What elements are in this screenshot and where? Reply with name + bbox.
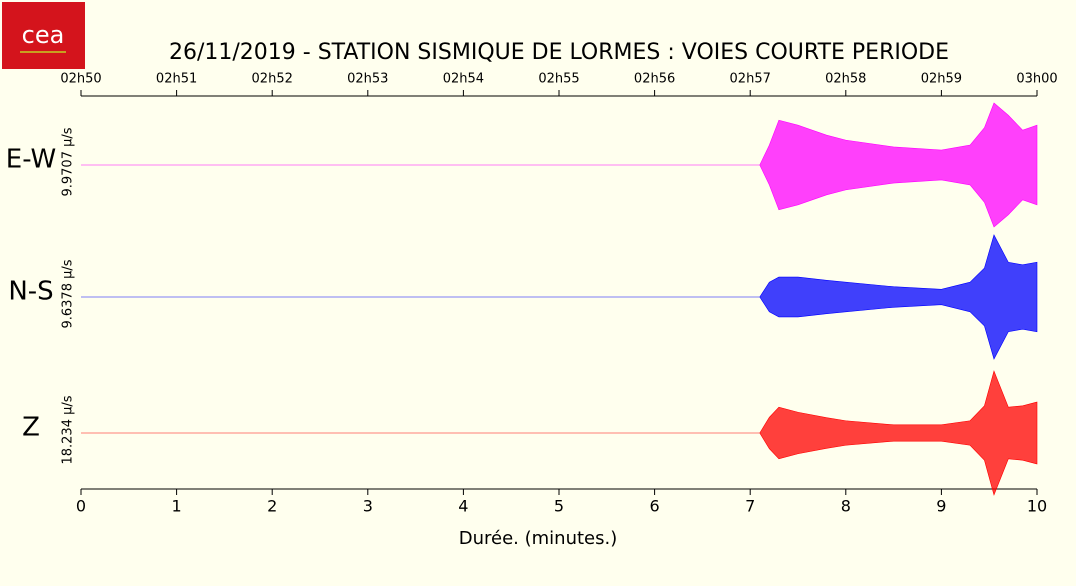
x-tick-label: 8: [841, 497, 851, 516]
x-tick-label: 7: [745, 497, 755, 516]
logo-box: [2, 2, 85, 69]
trace-envelope: [81, 370, 1038, 496]
trace-name: Z: [22, 413, 40, 443]
x-tick-label: 9: [936, 497, 946, 516]
x2-tick-label: 02h54: [443, 72, 484, 87]
x2-tick-label: 02h50: [60, 72, 101, 87]
x2-tick-label: 02h59: [921, 72, 962, 87]
x-tick-label: 4: [458, 497, 468, 516]
x-tick-label: 3: [363, 497, 373, 516]
x-tick-label: 2: [267, 497, 277, 516]
x-tick-label: 1: [172, 497, 182, 516]
x-tick-label: 10: [1027, 497, 1047, 516]
x2-tick-label: 02h56: [634, 72, 675, 87]
x2-tick-label: 02h57: [730, 72, 771, 87]
x-tick-label: 6: [650, 497, 660, 516]
x-axis-label: Durée. (minutes.): [459, 528, 618, 549]
x2-tick-label: 02h52: [252, 72, 293, 87]
trace-envelope: [81, 102, 1038, 228]
x2-tick-label: 02h58: [825, 72, 866, 87]
trace-scale: 18.234 µ/s: [61, 395, 76, 464]
x2-tick-label: 02h51: [156, 72, 197, 87]
trace-scale: 9.6378 µ/s: [61, 259, 76, 328]
trace-envelope: [81, 234, 1038, 360]
chart-title: 26/11/2019 - STATION SISMIQUE DE LORMES …: [169, 40, 949, 65]
x-tick-label: 5: [554, 497, 564, 516]
x2-tick-label: 02h55: [538, 72, 579, 87]
trace-name: N-S: [8, 277, 53, 307]
logo-text: cea: [22, 21, 65, 49]
trace-scale: 9.9707 µ/s: [61, 127, 76, 196]
x2-tick-label: 03h00: [1016, 72, 1057, 87]
x-tick-label: 0: [76, 497, 86, 516]
x2-tick-label: 02h53: [347, 72, 388, 87]
trace-name: E-W: [6, 145, 56, 175]
